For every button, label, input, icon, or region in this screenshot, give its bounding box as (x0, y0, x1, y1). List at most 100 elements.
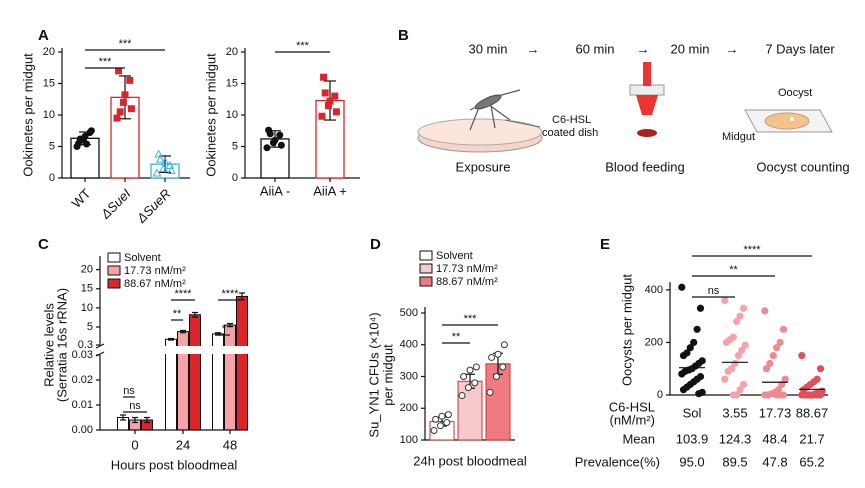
data-point (432, 415, 440, 423)
y-tick-label: 200 (645, 336, 663, 348)
data-point (762, 365, 771, 373)
data-point (761, 391, 769, 399)
data-point (695, 390, 703, 398)
sig-label: ** (452, 331, 461, 343)
data-point (443, 419, 451, 427)
legend-label: 88.67 nM/m² (124, 278, 186, 290)
data-point (798, 351, 806, 360)
data-point (721, 296, 729, 304)
data-point (155, 154, 165, 163)
y-axis-label: per midgut (380, 344, 395, 406)
data-point (488, 353, 496, 361)
legend-label: 17.73 nM/m² (124, 265, 186, 277)
data-point (492, 373, 500, 380)
y-tick-label: 0.3 (78, 339, 93, 351)
y-axis-label: Relative levels (41, 303, 56, 387)
y-tick-label: 10 (226, 109, 238, 121)
table-cell: 89.5 (722, 454, 747, 469)
feeder-tube (643, 62, 651, 86)
axis-break (94, 346, 250, 354)
step-label: 7 Days later (765, 41, 835, 56)
data-point (277, 141, 285, 149)
table-cell: 124.3 (719, 431, 752, 446)
data-point (119, 98, 127, 106)
legend-swatch (419, 263, 433, 274)
fed-mosquito (637, 129, 657, 137)
y-axis-label: Oocysts per midgut (619, 274, 634, 386)
y-tick-label: 500 (400, 307, 418, 319)
data-point (776, 338, 784, 347)
x-axis-label: Hours post bloodmeal (111, 457, 238, 472)
sig-label: *** (464, 313, 478, 325)
table-cell: 88.67 (796, 405, 829, 420)
y-tick-label: 100 (400, 434, 418, 446)
legend-label: 17.73 nM/m² (436, 263, 498, 275)
step-label: 30 min (468, 41, 507, 56)
data-point (741, 341, 749, 349)
table-cell: 95.0 (679, 454, 704, 469)
table-cell: 103.9 (676, 431, 709, 446)
data-point (471, 379, 479, 387)
sig-label: ns (123, 385, 135, 397)
data-point (739, 380, 748, 389)
data-point (326, 97, 334, 105)
panel-label: E (600, 236, 610, 253)
legend-swatch (107, 265, 121, 276)
data-point (773, 344, 781, 352)
y-tick-label: 15 (43, 77, 55, 89)
x-tick-label: 0 (131, 437, 138, 452)
oocyst-dot (790, 117, 794, 121)
sig-label: *** (296, 40, 310, 52)
data-point (761, 307, 769, 315)
data-point (460, 373, 468, 380)
data-point (263, 144, 271, 152)
legend-swatch (419, 250, 433, 261)
stage-label: Exposure (456, 159, 511, 174)
data-point (773, 391, 781, 399)
dish-label: coated dish (542, 127, 598, 139)
midgut-shape (764, 112, 810, 130)
data-point (686, 344, 694, 352)
row-label: Prevalence(%) (575, 454, 660, 469)
y-tick-label: 10 (81, 302, 93, 314)
data-point (165, 160, 175, 169)
y-tick-label: 5 (232, 140, 238, 152)
data-point (154, 149, 163, 158)
data-point (731, 359, 739, 368)
data-point (331, 92, 339, 100)
data-point (167, 165, 176, 174)
data-point (159, 163, 168, 173)
data-point (321, 89, 329, 97)
data-point (458, 392, 466, 400)
mosquito (469, 89, 521, 131)
data-point (678, 283, 686, 291)
stage-label: Oocyst counting (756, 159, 849, 174)
data-point (444, 411, 452, 419)
data-point (722, 338, 731, 347)
step-label: 60 min (575, 41, 614, 56)
panel-label: A (38, 27, 49, 44)
y-tick-label: 10 (43, 109, 55, 121)
sig-label: * (222, 323, 227, 335)
data-point (126, 76, 134, 84)
data-point (486, 388, 494, 396)
data-point (729, 391, 737, 399)
legend-label: Solvent (124, 252, 161, 264)
table-cell: 47.8 (762, 454, 787, 469)
pointer (504, 119, 541, 128)
data-point (438, 412, 446, 420)
y-tick-label: 15 (81, 283, 93, 295)
sig-label: *** (99, 56, 113, 68)
data-point (724, 367, 732, 375)
data-point (693, 325, 701, 333)
y-tick-label: 5 (87, 321, 93, 333)
sig-label: **** (743, 244, 761, 256)
data-point (766, 359, 774, 368)
data-point (769, 351, 777, 360)
legend-swatch (419, 276, 433, 287)
bar (189, 314, 201, 431)
data-point (736, 386, 744, 394)
step-label: 20 min (670, 41, 709, 56)
data-point (816, 365, 825, 373)
